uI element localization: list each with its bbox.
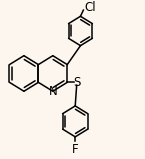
Text: F: F [72, 143, 79, 156]
Text: Cl: Cl [84, 1, 96, 14]
Text: S: S [73, 76, 80, 89]
Text: N: N [48, 85, 57, 98]
